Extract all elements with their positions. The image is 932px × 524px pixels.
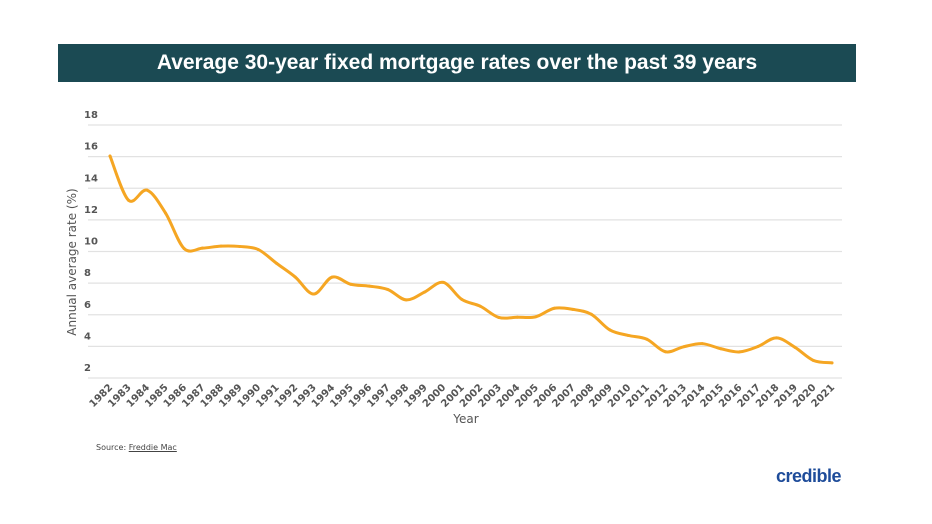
data-point-2000 (441, 280, 445, 284)
data-point-2011 (645, 337, 649, 341)
data-point-2006 (552, 306, 556, 310)
data-point-1989 (238, 244, 242, 248)
data-point-2012 (663, 350, 667, 354)
data-point-2018 (774, 336, 778, 340)
y-tick-label: 10 (84, 237, 98, 248)
y-axis-label: Annual average rate (%) (65, 188, 79, 335)
chart-title: Average 30-year fixed mortgage rates ove… (58, 44, 856, 82)
y-tick-label: 8 (84, 268, 91, 279)
data-point-2008 (589, 312, 593, 316)
data-point-2004 (515, 315, 519, 319)
y-tick-label: 4 (84, 331, 91, 342)
source-label: Source: (96, 443, 127, 452)
data-point-2003 (497, 315, 501, 319)
data-point-1984 (145, 188, 149, 192)
data-point-1996 (367, 284, 371, 288)
data-point-2016 (737, 350, 741, 354)
y-tick-label: 16 (84, 142, 98, 153)
data-point-2002 (478, 304, 482, 308)
data-point-1990 (256, 247, 260, 251)
data-point-2019 (793, 345, 797, 349)
data-point-2007 (571, 307, 575, 311)
data-point-2017 (756, 345, 760, 349)
x-axis-label: Year (452, 412, 478, 426)
data-point-2009 (608, 328, 612, 332)
source-note: Source: Freddie Mac (96, 443, 177, 452)
data-point-1982 (108, 154, 112, 158)
data-point-1995 (349, 282, 353, 286)
data-point-1986 (182, 246, 186, 250)
y-tick-label: 6 (84, 300, 91, 311)
rate-line (108, 154, 834, 365)
data-point-1994 (330, 275, 334, 279)
data-point-2005 (534, 315, 538, 319)
data-point-1991 (275, 261, 279, 265)
data-point-1997 (386, 287, 390, 291)
data-point-1983 (127, 198, 131, 202)
data-point-2013 (682, 345, 686, 349)
data-point-1992 (293, 275, 297, 279)
data-point-1988 (219, 244, 223, 248)
credible-logo: credible (776, 466, 842, 486)
source-link[interactable]: Freddie Mac (128, 443, 177, 452)
data-point-2014 (700, 342, 704, 346)
data-point-1998 (404, 298, 408, 302)
data-point-1999 (423, 290, 427, 294)
data-point-2015 (719, 347, 723, 351)
y-tick-label: 2 (84, 363, 91, 374)
data-point-1993 (312, 292, 316, 296)
y-tick-label: 14 (84, 173, 98, 184)
data-point-2001 (460, 297, 464, 301)
data-point-1985 (164, 211, 168, 215)
data-point-2010 (626, 333, 630, 337)
data-point-1987 (201, 246, 205, 250)
data-point-2021 (830, 361, 834, 365)
y-tick-label: 12 (84, 205, 98, 216)
y-tick-label: 18 (84, 110, 98, 121)
data-point-2020 (811, 358, 815, 362)
